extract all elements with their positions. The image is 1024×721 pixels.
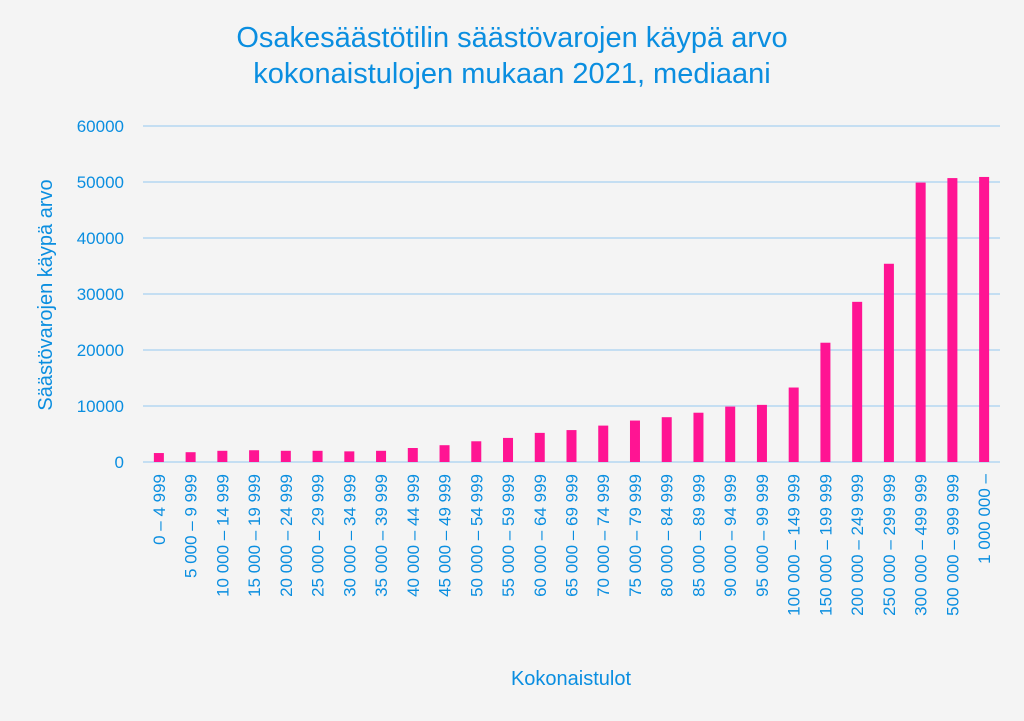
bar	[217, 450, 228, 462]
bar	[725, 406, 736, 462]
bar	[376, 450, 387, 462]
x-tick-label: 200 000 – 249 999	[848, 474, 867, 616]
bar	[947, 178, 958, 462]
x-tick-label: 90 000 – 94 999	[721, 474, 740, 597]
y-tick-label: 40000	[77, 229, 124, 248]
bar	[312, 450, 323, 462]
bar	[566, 430, 577, 462]
x-tick-label: 0 – 4 999	[150, 474, 169, 545]
x-tick-label: 35 000 – 39 999	[372, 474, 391, 597]
x-tick-label: 60 000 – 64 999	[531, 474, 550, 597]
x-axis-label: Kokonaistulot	[511, 668, 632, 690]
x-tick-label: 10 000 – 14 999	[213, 474, 232, 597]
bar	[280, 450, 291, 462]
bar	[756, 404, 767, 462]
bar	[153, 453, 164, 462]
y-axis-label: Säästövarojen käypä arvo	[35, 179, 57, 410]
x-tick-label: 75 000 – 79 999	[626, 474, 645, 597]
y-tick-label: 60000	[77, 117, 124, 136]
chart-title-line1: Osakesäästötilin säästövarojen käypä arv…	[236, 22, 788, 54]
x-tick-label: 20 000 – 24 999	[277, 474, 296, 597]
bar	[471, 441, 482, 462]
bar	[693, 412, 704, 462]
bar	[344, 451, 355, 462]
x-tick-label: 80 000 – 84 999	[658, 474, 677, 597]
bar	[979, 176, 990, 462]
y-tick-label: 20000	[77, 341, 124, 360]
bar	[249, 450, 260, 462]
y-tick-label: 30000	[77, 285, 124, 304]
x-tick-label: 50 000 – 54 999	[467, 474, 486, 597]
bar	[534, 432, 545, 462]
x-tick-label: 150 000 – 199 999	[816, 474, 835, 616]
bar	[820, 342, 831, 462]
bar	[407, 448, 418, 462]
x-tick-label: 250 000 – 299 999	[880, 474, 899, 616]
bar	[598, 425, 609, 462]
x-tick-label: 500 000 – 999 999	[943, 474, 962, 616]
bar	[788, 387, 799, 462]
bar	[661, 417, 672, 462]
x-tick-label: 65 000 – 69 999	[563, 474, 582, 597]
bar	[439, 445, 450, 462]
x-tick-label: 100 000 – 149 999	[785, 474, 804, 616]
x-tick-label: 70 000 – 74 999	[594, 474, 613, 597]
x-tick-label: 45 000 – 49 999	[436, 474, 455, 597]
x-tick-label: 40 000 – 44 999	[404, 474, 423, 597]
y-tick-label: 10000	[77, 397, 124, 416]
y-tick-label: 50000	[77, 173, 124, 192]
bar	[852, 301, 863, 462]
bar	[915, 182, 926, 462]
x-tick-label: 15 000 – 19 999	[245, 474, 264, 597]
x-tick-label: 1 000 000 –	[975, 473, 994, 563]
x-tick-label: 300 000 – 499 999	[912, 474, 931, 616]
chart-title-line2: kokonaistulojen mukaan 2021, mediaani	[253, 58, 771, 90]
x-tick-label: 55 000 – 59 999	[499, 474, 518, 597]
bar	[629, 420, 640, 462]
x-tick-label: 95 000 – 99 999	[753, 474, 772, 597]
chart-title: Osakesäästötilin säästövarojen käypä arv…	[0, 20, 1024, 92]
bar	[883, 263, 894, 462]
x-tick-label: 25 000 – 29 999	[309, 474, 328, 597]
x-tick-label: 5 000 – 9 999	[182, 474, 201, 578]
bar	[503, 437, 514, 462]
x-tick-label: 30 000 – 34 999	[340, 474, 359, 597]
bar	[185, 452, 196, 462]
x-tick-label: 85 000 – 89 999	[689, 474, 708, 597]
y-tick-label: 0	[115, 453, 124, 472]
